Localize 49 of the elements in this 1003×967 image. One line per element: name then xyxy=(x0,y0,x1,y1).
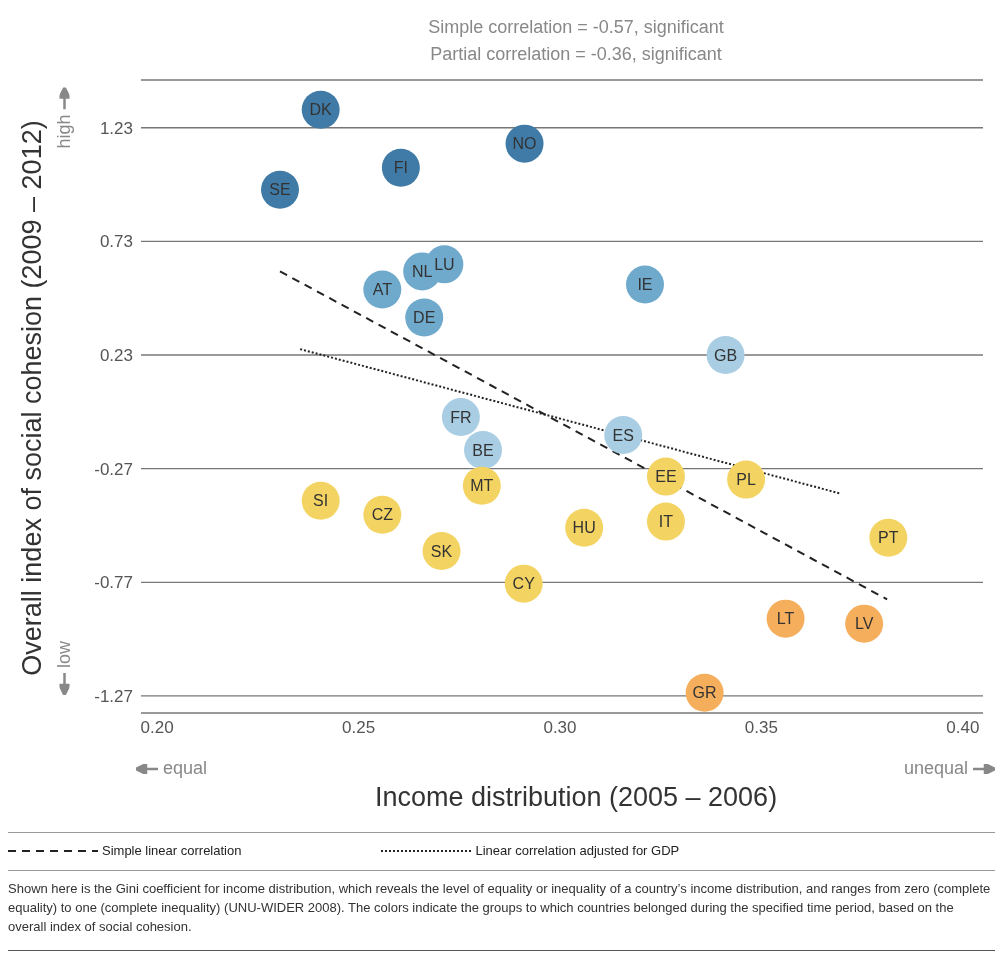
data-label: FI xyxy=(393,159,408,177)
y-tick-label: 0.23 xyxy=(99,346,133,366)
data-label: NO xyxy=(512,135,537,153)
data-label: LV xyxy=(854,615,874,633)
chart-subtitle: Partial correlation = -0.36, significant xyxy=(429,43,723,66)
point xyxy=(381,148,420,187)
data-label: IT xyxy=(658,513,674,531)
data-label: ES xyxy=(612,426,634,444)
text: high xyxy=(53,114,74,149)
data-label: LU xyxy=(434,256,455,274)
text: equal xyxy=(163,758,208,778)
data-label: IE xyxy=(637,276,653,294)
y-tick-label: -1.27 xyxy=(94,686,133,706)
data-label: PT xyxy=(878,529,899,547)
y-tick-label: 0.73 xyxy=(99,232,133,252)
data-label: PL xyxy=(736,471,756,489)
data-label: SK xyxy=(430,542,453,560)
data-label: GR xyxy=(692,684,717,702)
y-tick-label: -0.77 xyxy=(94,573,133,593)
data-label: SE xyxy=(269,181,291,199)
data-label: NL xyxy=(411,263,433,281)
data-label: DK xyxy=(309,101,333,119)
chart-title: Simple correlation = -0.57, significant xyxy=(427,16,725,39)
data-label: LT xyxy=(776,610,795,628)
x-tick-label: 0.25 xyxy=(342,718,376,738)
x-axis-title: Income distribution (2005 – 2006) xyxy=(373,782,779,813)
x-tick-label: 0.20 xyxy=(140,718,174,738)
data-label: CY xyxy=(512,575,536,593)
data-label: EE xyxy=(655,468,677,486)
data-label: MT xyxy=(470,477,494,495)
data-label: CZ xyxy=(371,506,394,524)
data-label: GB xyxy=(714,346,738,364)
text: unequal xyxy=(903,758,968,778)
text: Shown here is the Gini coefficient for income distribution, which reveals the level of equality or inequality of a country’s income distribution, and ranges from zero (complete equality) to one (complete inequality) (UNU-WIDER 2008). The colors indicate the groups to which countries belonged during the specified time period, based on the overall index of social cohesion. xyxy=(8,880,992,936)
data-label: HU xyxy=(572,519,596,537)
x-tick-label: 0.30 xyxy=(543,718,577,738)
y-tick-label: 1.23 xyxy=(99,118,133,138)
y-axis-title: Overall index of social cohesion (2009 – 2012) xyxy=(16,120,48,676)
x-tick-label: 0.40 xyxy=(946,718,980,738)
data-label: DE xyxy=(413,309,436,327)
legend-label: Simple linear correlation xyxy=(102,843,242,858)
data-label: AT xyxy=(372,281,393,299)
legend-label: Linear correlation adjusted for GDP xyxy=(475,843,680,858)
x-tick-label: 0.35 xyxy=(744,718,778,738)
text: low xyxy=(53,640,74,668)
data-label: BE xyxy=(472,441,494,459)
data-label: FR xyxy=(450,408,472,426)
y-tick-label: -0.27 xyxy=(94,459,133,479)
data-label: SI xyxy=(313,492,329,510)
